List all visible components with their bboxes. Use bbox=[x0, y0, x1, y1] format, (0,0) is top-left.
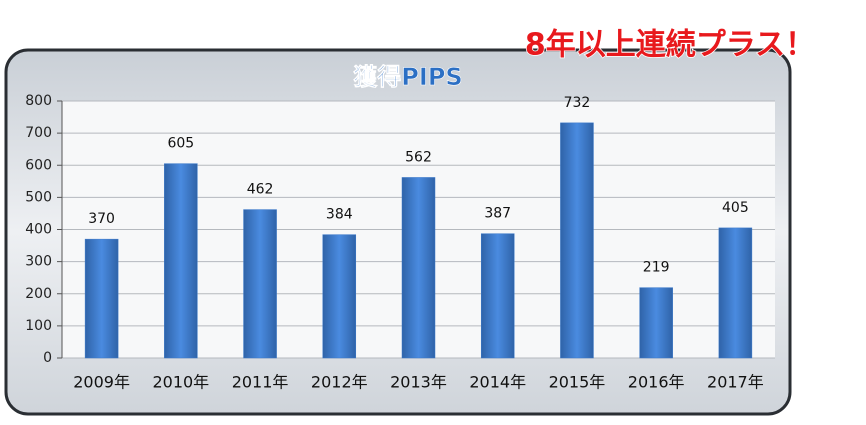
x-tick-label: 2010年 bbox=[152, 373, 209, 392]
plot: 0 100 200 300 400 500 600 700 800 2009年 370 2010年 60… bbox=[25, 93, 775, 392]
y-tick-label: 500 bbox=[25, 189, 52, 205]
y-tick-label: 400 bbox=[25, 222, 52, 238]
data-label: 462 bbox=[247, 182, 274, 198]
bar bbox=[718, 227, 753, 359]
bar bbox=[560, 122, 594, 359]
y-tick-label: 300 bbox=[25, 254, 52, 270]
y-tick-label: 800 bbox=[25, 93, 52, 109]
bar bbox=[164, 163, 198, 359]
x-tick-label: 2016年 bbox=[628, 373, 685, 392]
bar bbox=[322, 234, 357, 359]
data-label: 732 bbox=[564, 95, 591, 111]
data-label: 384 bbox=[326, 207, 353, 223]
x-tick-label: 2011年 bbox=[232, 373, 289, 392]
x-tick-label: 2015年 bbox=[549, 373, 606, 392]
chart-title: 獲得PIPS bbox=[353, 63, 462, 91]
x-tick-label: 2017年 bbox=[707, 373, 764, 392]
data-label: 405 bbox=[722, 200, 749, 216]
y-tick-label: 700 bbox=[25, 125, 52, 141]
bar bbox=[84, 238, 119, 359]
x-tick-label: 2009年 bbox=[73, 373, 130, 392]
data-label: 219 bbox=[643, 260, 670, 276]
x-tick-label: 2012年 bbox=[311, 373, 368, 392]
data-label: 370 bbox=[88, 211, 115, 227]
y-tick-label: 200 bbox=[25, 286, 52, 302]
data-label: 387 bbox=[484, 206, 511, 222]
data-label: 562 bbox=[405, 149, 432, 165]
y-tick-label: 0 bbox=[43, 350, 52, 366]
bar bbox=[401, 177, 436, 359]
data-label: 605 bbox=[167, 136, 194, 152]
bar bbox=[639, 287, 673, 359]
y-tick-label: 600 bbox=[25, 157, 52, 173]
x-tick-label: 2013年 bbox=[390, 373, 447, 392]
y-tick-label: 100 bbox=[25, 318, 52, 334]
x-tick-label: 2014年 bbox=[469, 373, 526, 392]
bar bbox=[243, 209, 277, 359]
bar bbox=[480, 233, 515, 359]
annotation: 8年以上連続プラス！ bbox=[525, 28, 815, 63]
